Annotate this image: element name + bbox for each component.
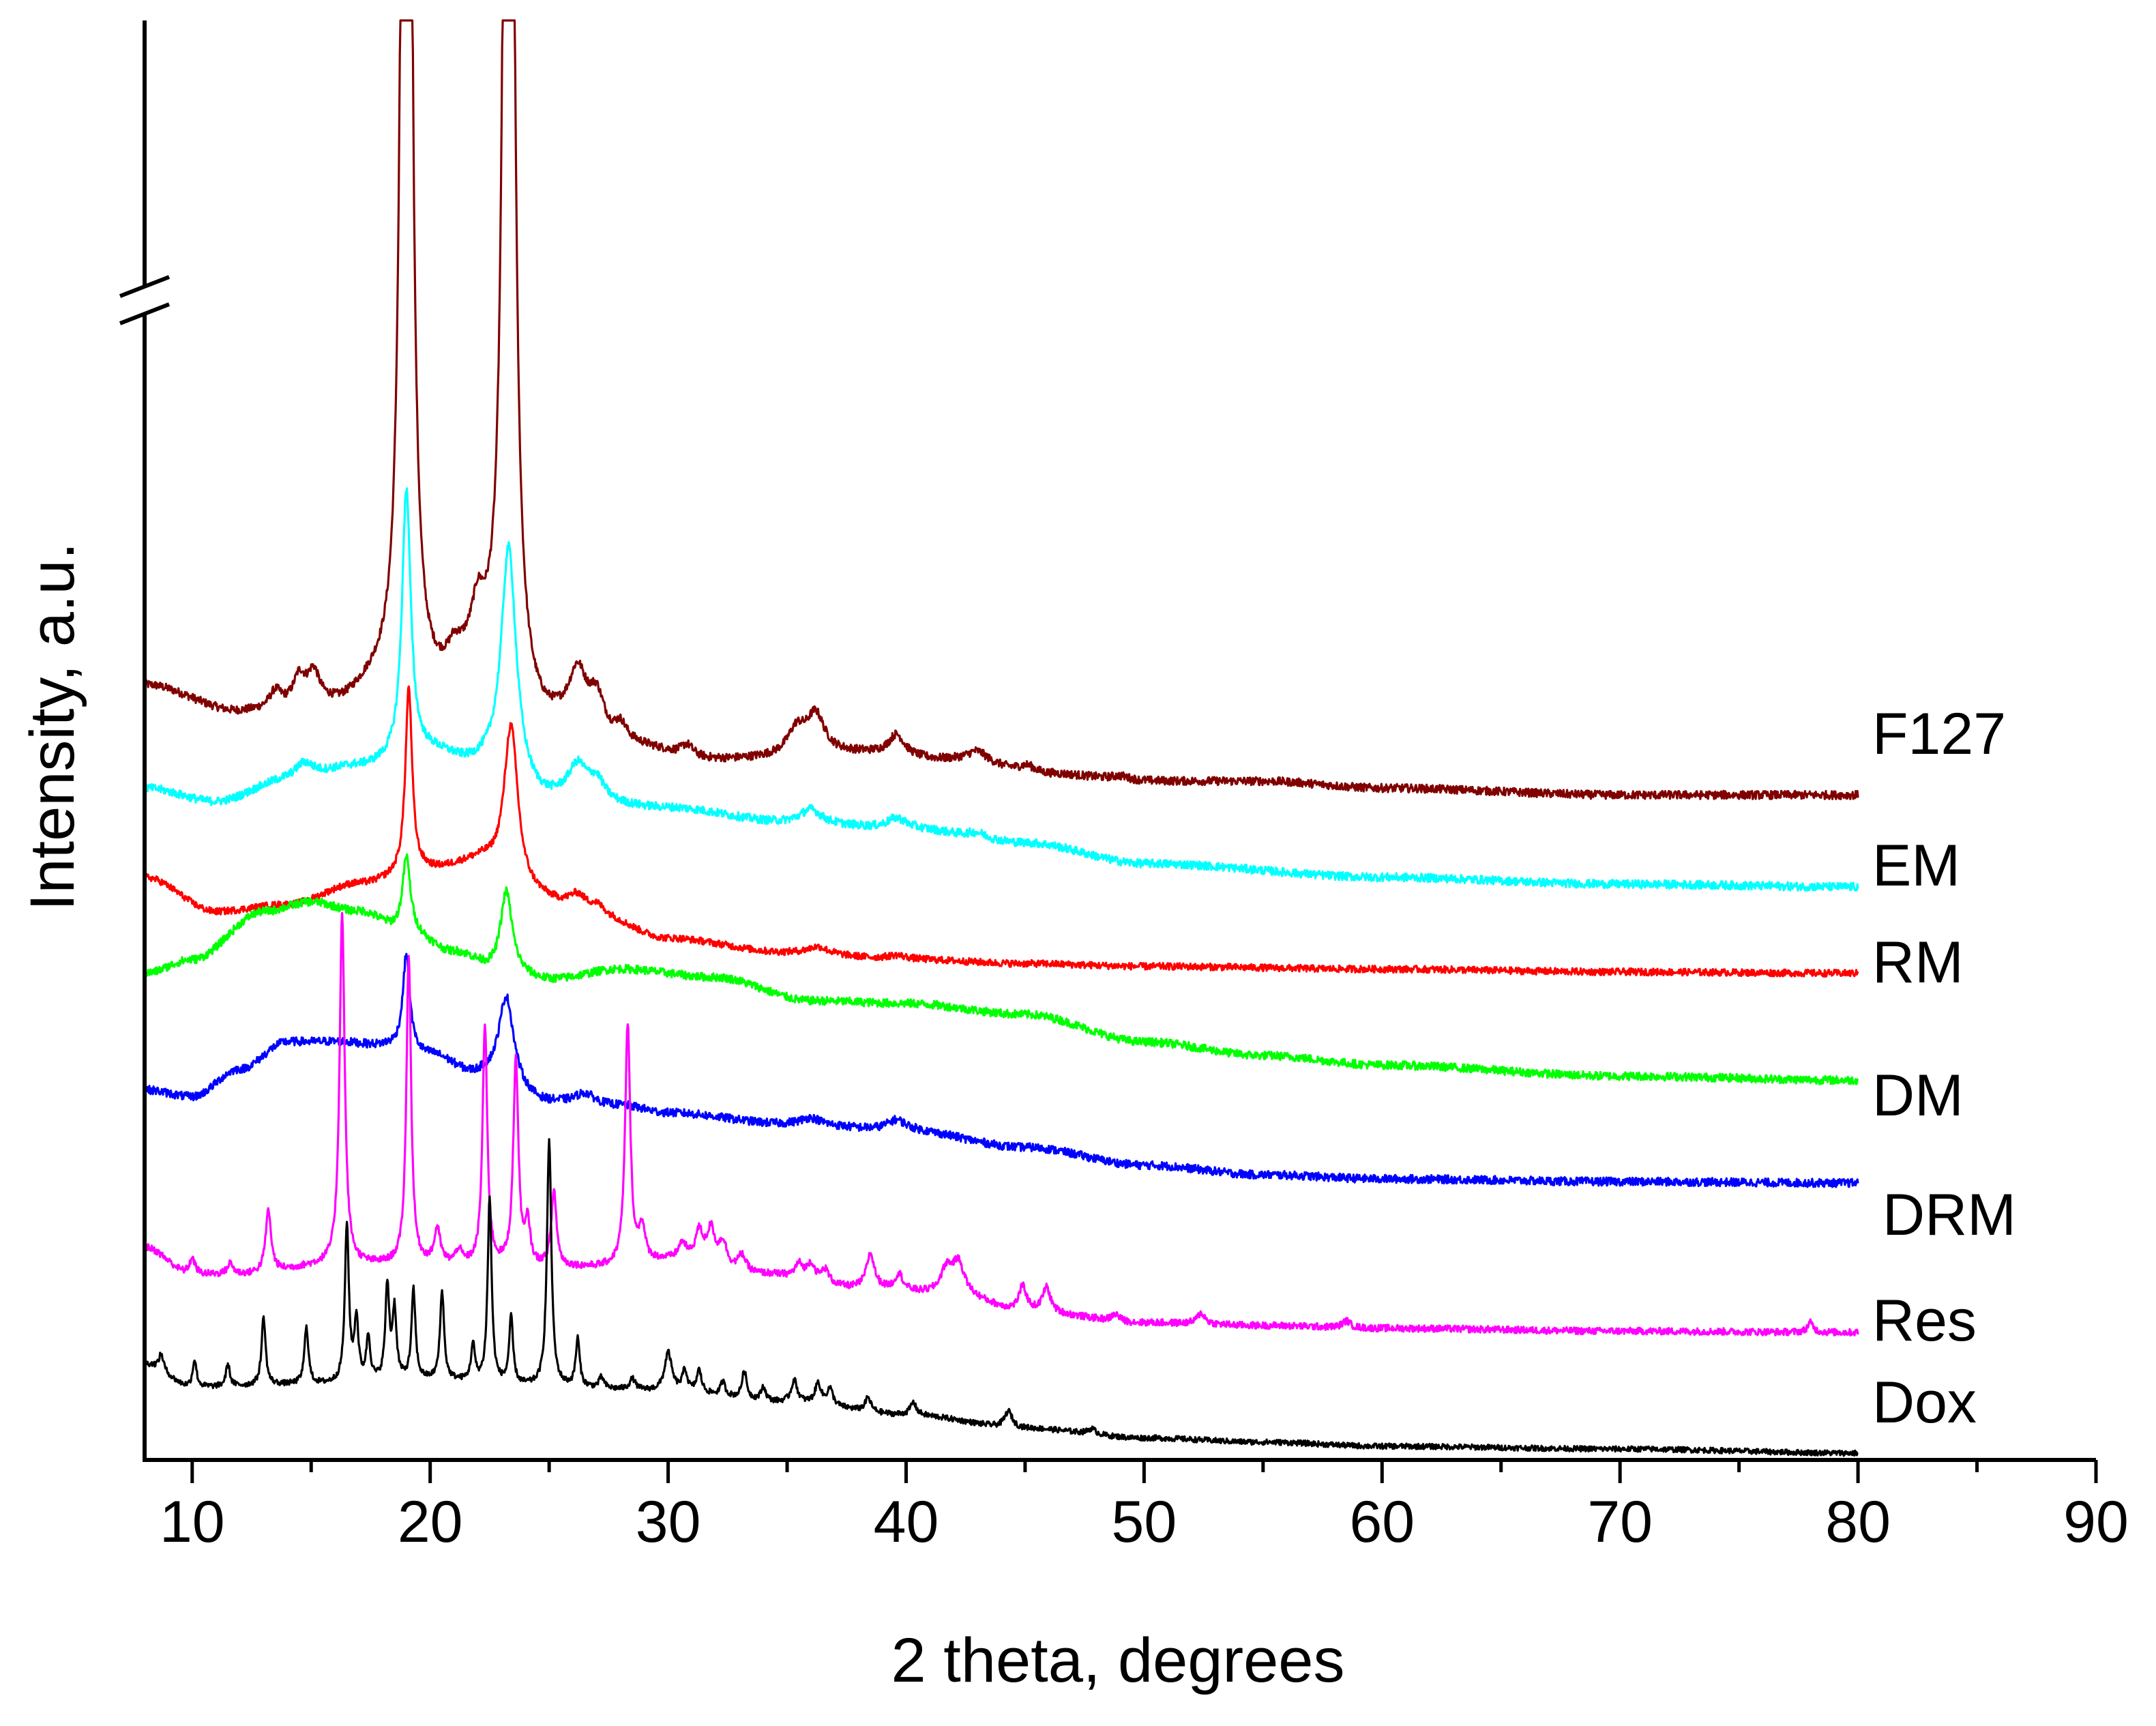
- series-line-res: [143, 911, 1859, 1337]
- series-label-dm: DM: [1872, 1063, 1964, 1128]
- x-tick-label-40: 40: [874, 1489, 939, 1555]
- x-tick-label-30: 30: [636, 1489, 701, 1555]
- series-line-dm: [143, 853, 1859, 1085]
- x-tick-label-10: 10: [160, 1489, 225, 1555]
- x-tick-label-70: 70: [1587, 1489, 1653, 1555]
- axes: 10 20 30 40 50 60 70 80 90: [119, 20, 2129, 1555]
- series-line-em: [143, 487, 1859, 892]
- y-axis-label: Intensity, a.u.: [18, 542, 87, 911]
- axis-break-mark-upper: [119, 275, 171, 298]
- x-tick-label-20: 20: [398, 1489, 463, 1555]
- series-label-rm: RM: [1872, 930, 1964, 995]
- series-label-em: EM: [1872, 833, 1960, 898]
- series-label-res: Res: [1872, 1288, 1977, 1354]
- x-tick-label-50: 50: [1112, 1489, 1177, 1555]
- x-tick-label-60: 60: [1349, 1489, 1415, 1555]
- series-line-f127: [143, 19, 1859, 800]
- series-line-drm: [143, 952, 1859, 1188]
- x-axis-label: 2 theta, degrees: [891, 1626, 1345, 1695]
- x-tick-label-90: 90: [2063, 1489, 2129, 1555]
- series-line-rm: [143, 685, 1859, 978]
- x-tick-label-80: 80: [1825, 1489, 1891, 1555]
- series-label-drm: DRM: [1882, 1182, 2016, 1248]
- series-label-dox: Dox: [1872, 1370, 1977, 1435]
- axis-break-mark-lower: [119, 302, 171, 325]
- series-line-dox: [144, 1138, 1859, 1457]
- series-traces: [143, 19, 1859, 1457]
- series-labels: F127 EM RM DM DRM Res Dox: [1872, 701, 2016, 1435]
- series-label-f127: F127: [1872, 701, 2006, 767]
